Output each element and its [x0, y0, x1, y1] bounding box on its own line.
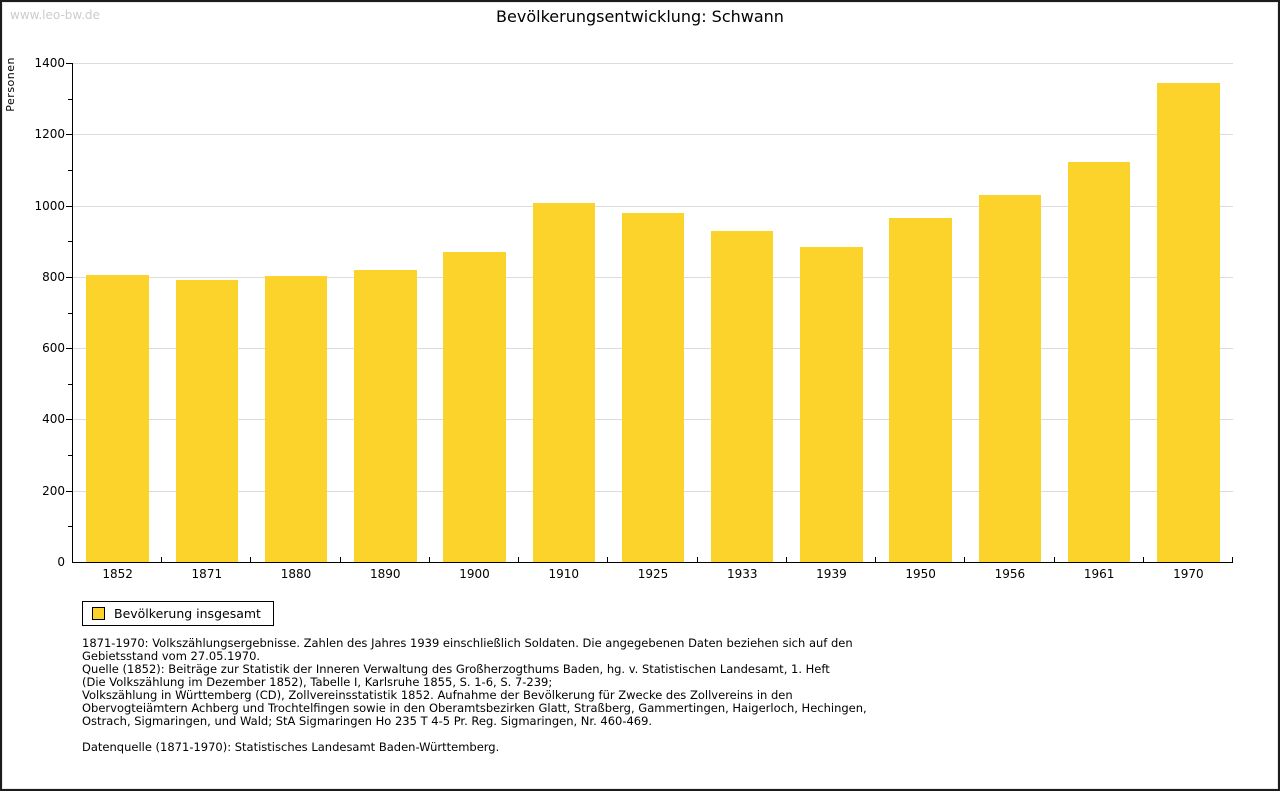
x-tick	[964, 557, 966, 562]
footnote-line: 1871-1970: Volkszählungsergebnisse. Zahl…	[82, 636, 853, 650]
x-tick-label: 1970	[1173, 567, 1204, 581]
y-tick-label: 200	[42, 483, 65, 498]
x-tick-label: 1956	[994, 567, 1026, 581]
x-tick-label: 1961	[1083, 567, 1115, 581]
watermark: www.leo-bw.de	[10, 8, 100, 22]
y-minor-tick	[68, 169, 72, 171]
y-major-tick	[66, 348, 72, 350]
x-tick-label: 1890	[370, 567, 401, 581]
x-tick	[875, 557, 877, 562]
x-tick	[1232, 557, 1233, 562]
y-major-tick	[66, 63, 72, 64]
bar	[264, 275, 328, 562]
x-tick-label: 1925	[637, 567, 669, 581]
y-tick-label: 800	[42, 269, 65, 284]
bar	[532, 202, 595, 562]
y-major-tick	[66, 419, 72, 421]
x-tick	[607, 557, 609, 562]
footnotes: 1871-1970: Volkszählungsergebnisse. Zahl…	[82, 637, 867, 754]
x-tick-label: 1871	[191, 567, 223, 581]
bar	[889, 217, 952, 562]
chart-title: Bevölkerungsentwicklung: Schwann	[496, 7, 784, 26]
footnote-line: (Die Volkszählung im Dezember 1852), Tab…	[82, 675, 553, 689]
bar	[1067, 162, 1131, 562]
y-tick-label: 0	[57, 555, 65, 569]
y-axis-title: Personen	[4, 57, 17, 112]
bar	[711, 231, 774, 562]
footnote-line: Obervogteiämtern Achberg und Trochtelfin…	[82, 701, 867, 715]
y-tick-label: 400	[42, 412, 65, 427]
x-tick-label: 1910	[548, 567, 580, 581]
plot-area: 0 200 400 600 800 1000 1200 1400 1852 1871 1880 189…	[34, 57, 1233, 581]
bar	[443, 251, 506, 562]
y-tick-label: 1400	[34, 56, 65, 70]
footnote-line: Gebietsstand vom 27.05.1970.	[82, 649, 261, 663]
x-tick	[1142, 557, 1144, 562]
x-tick-label: 1880	[280, 567, 312, 581]
footnote-line: Ostrach, Sigmaringen, und Wald; StA Sigm…	[82, 714, 653, 728]
x-tick	[1053, 557, 1055, 562]
y-major-tick	[66, 276, 72, 278]
x-tick	[696, 557, 698, 562]
bar	[621, 213, 685, 562]
bar	[800, 246, 863, 562]
legend-label: Bevölkerung insgesamt	[114, 606, 261, 621]
x-tick-label: 1950	[905, 567, 936, 581]
y-minor-tick	[68, 98, 72, 100]
bar	[1157, 82, 1220, 562]
bar	[354, 270, 417, 562]
y-major-tick	[66, 134, 72, 136]
x-tick-label: 1933	[726, 567, 758, 581]
legend-swatch	[92, 607, 105, 620]
y-major-tick	[66, 490, 72, 492]
y-minor-tick	[68, 455, 72, 457]
x-tick	[785, 557, 787, 562]
x-tick	[518, 557, 520, 562]
datasource-line: Datenquelle (1871-1970): Statistisches L…	[82, 740, 500, 754]
x-tick	[161, 557, 163, 562]
y-tick-label: 1200	[34, 127, 65, 142]
x-tick-label: 1900	[459, 567, 490, 581]
x-tick-label: 1852	[102, 567, 133, 581]
footnote-line: Quelle (1852): Beiträge zur Statistik de…	[82, 662, 830, 676]
y-minor-tick	[68, 526, 72, 528]
footnote-line: Volkszählung in Württemberg (CD), Zollve…	[82, 688, 793, 702]
bar	[86, 274, 149, 562]
x-tick	[250, 557, 252, 562]
y-minor-tick	[68, 383, 72, 385]
y-minor-tick	[68, 312, 72, 314]
y-minor-tick	[68, 241, 72, 243]
y-tick-label: 600	[42, 341, 65, 356]
bar	[978, 194, 1042, 562]
legend: Bevölkerung insgesamt	[82, 601, 274, 626]
y-gridline	[73, 63, 1233, 64]
y-tick-label: 1000	[34, 198, 65, 213]
x-tick	[428, 557, 430, 562]
y-major-tick	[66, 205, 72, 207]
y-gridline	[73, 205, 1233, 207]
y-gridline	[73, 134, 1233, 136]
bar	[175, 279, 239, 562]
x-tick	[339, 557, 341, 562]
x-tick-label: 1939	[816, 567, 847, 581]
